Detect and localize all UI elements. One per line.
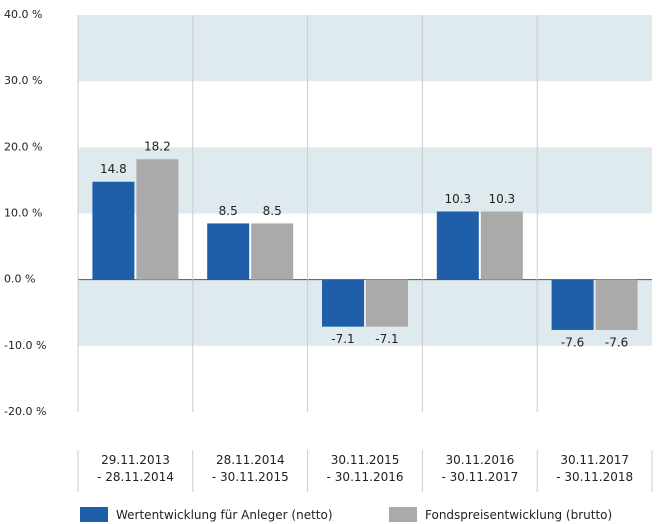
y-tick-label: 10.0 % <box>4 207 42 220</box>
y-tick-label: 40.0 % <box>4 8 42 21</box>
y-tick-label: -20.0 % <box>4 405 46 418</box>
data-label: -7.1 <box>375 332 398 346</box>
data-label: 10.3 <box>444 192 471 206</box>
bar <box>366 279 408 327</box>
data-label: 18.2 <box>144 140 171 154</box>
x-tick-label: 30.11.2017 - 30.11.2018 <box>556 453 634 484</box>
data-label: -7.6 <box>561 335 584 349</box>
legend-swatch <box>80 507 108 522</box>
bar <box>92 181 135 280</box>
grid-band <box>78 15 652 82</box>
legend-label: Fondspreisentwicklung (brutto) <box>425 508 613 522</box>
bar <box>136 159 179 280</box>
bar <box>480 211 523 280</box>
x-tick-label: 29.11.2013 - 28.11.2014 <box>97 453 174 484</box>
data-label: 14.8 <box>100 162 127 176</box>
legend-swatch <box>389 507 417 522</box>
bar <box>595 279 638 330</box>
y-tick-label: -10.0 % <box>4 339 46 352</box>
data-label: 10.3 <box>488 192 515 206</box>
bar <box>551 279 594 330</box>
y-tick-label: 0.0 % <box>4 273 35 286</box>
data-label: -7.6 <box>605 335 628 349</box>
data-label: 8.5 <box>263 204 282 218</box>
data-label: -7.1 <box>331 332 354 346</box>
bar <box>436 211 479 280</box>
x-tick-label: 30.11.2015 - 30.11.2016 <box>326 453 404 484</box>
x-tick-label: 30.11.2016 - 30.11.2017 <box>441 453 519 484</box>
bar <box>322 279 364 327</box>
y-tick-label: 20.0 % <box>4 140 42 153</box>
bar <box>251 223 294 280</box>
x-tick-label: 28.11.2014 - 30.11.2015 <box>211 453 289 484</box>
bar <box>207 223 250 280</box>
legend-label: Wertentwicklung für Anleger (netto) <box>116 508 333 522</box>
y-tick-label: 30.0 % <box>4 74 42 87</box>
data-label: 8.5 <box>219 204 238 218</box>
